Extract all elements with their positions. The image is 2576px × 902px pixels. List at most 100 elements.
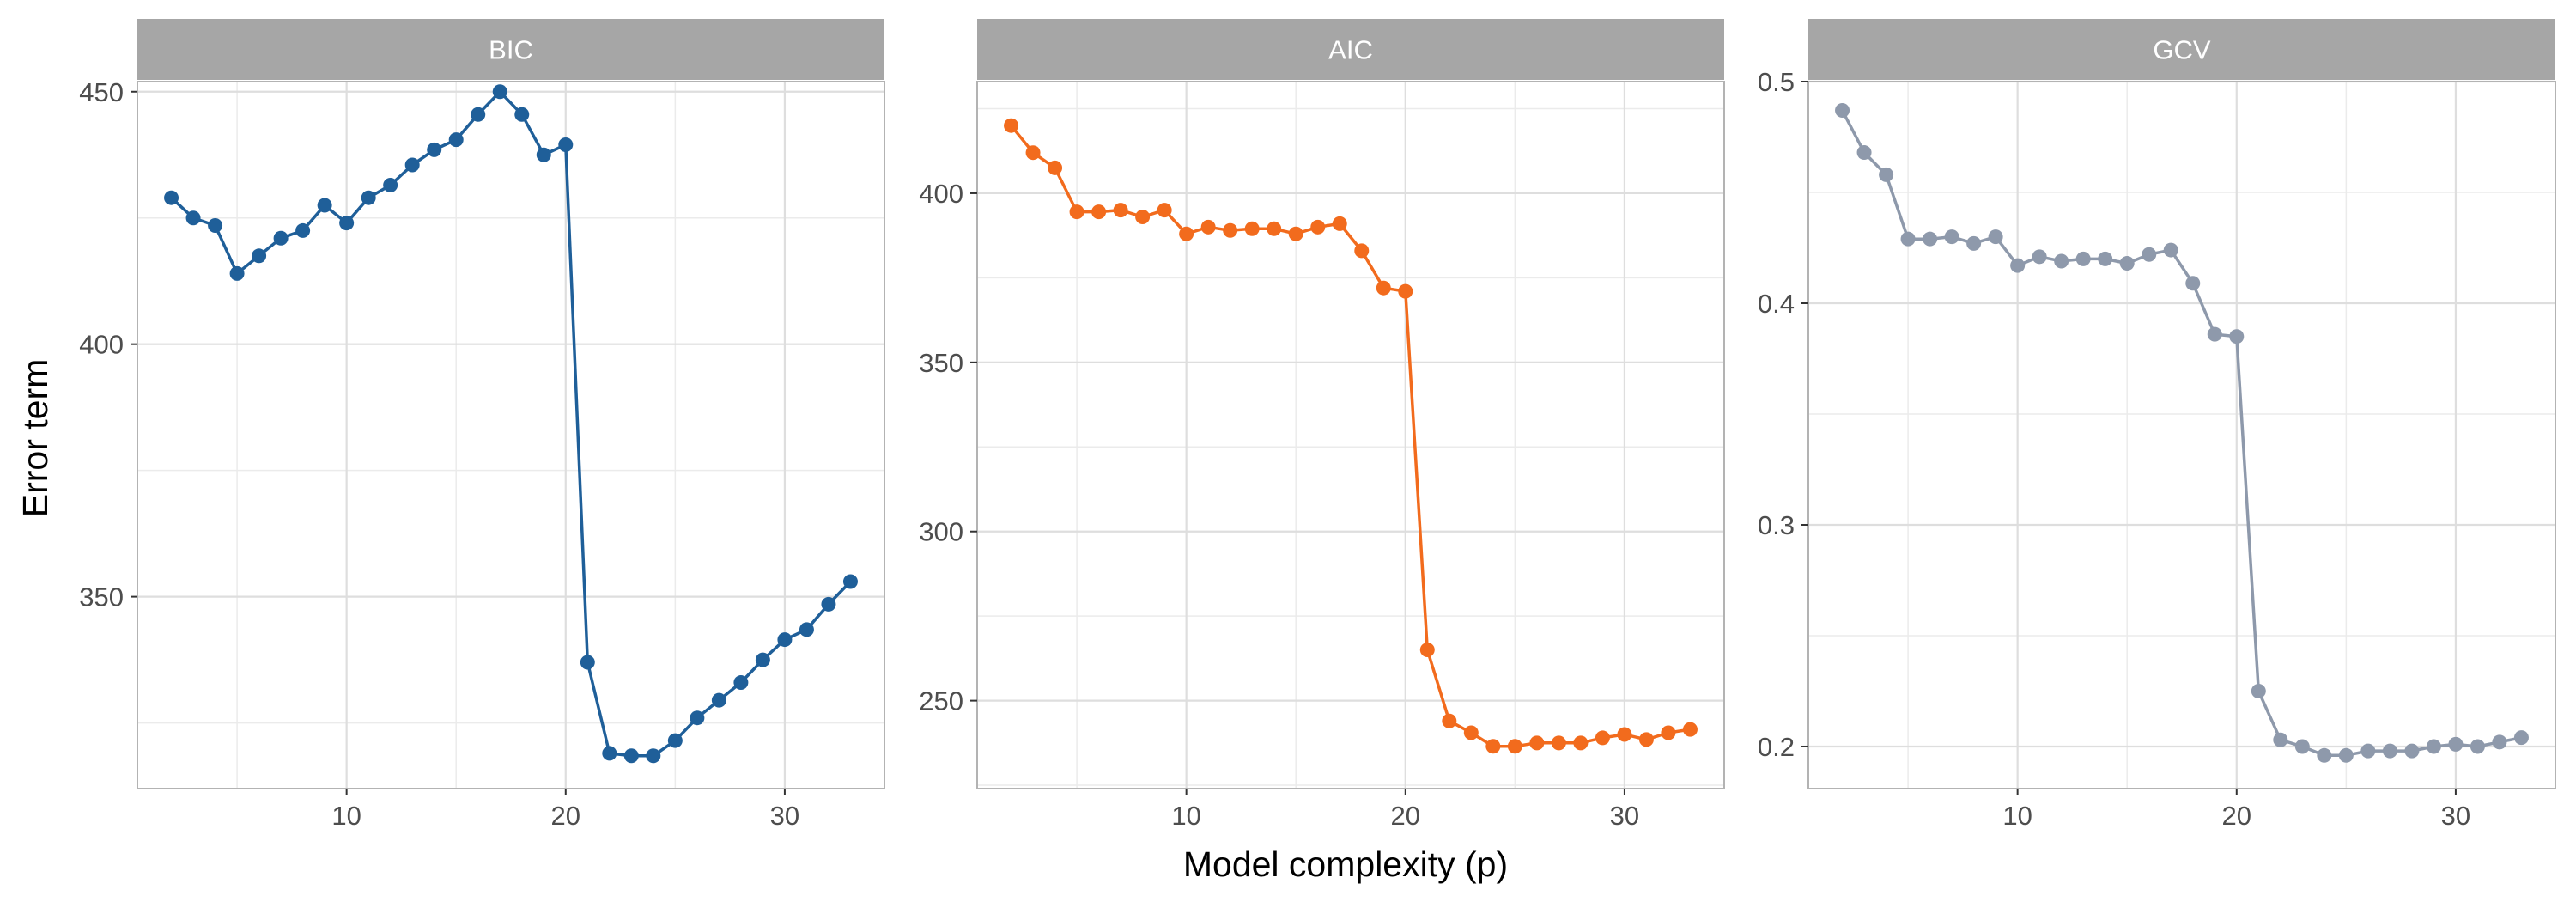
panel-border <box>137 81 885 789</box>
data-point <box>1485 739 1501 754</box>
data-point <box>1442 713 1457 728</box>
x-tick-label: 30 <box>1610 801 1639 831</box>
data-point <box>2382 743 2397 759</box>
x-tick-label: 20 <box>2222 801 2251 831</box>
data-point <box>164 190 179 205</box>
data-point <box>1048 160 1063 175</box>
data-point <box>1419 643 1435 658</box>
data-point <box>1069 204 1084 220</box>
y-tick-label: 350 <box>919 348 963 378</box>
data-point <box>2054 253 2069 269</box>
data-point <box>317 198 332 213</box>
data-point <box>427 142 442 157</box>
data-point <box>1682 722 1698 737</box>
data-point <box>2119 256 2135 271</box>
panel-background <box>1808 82 2555 789</box>
facet-strip-label: GCV <box>2153 35 2211 65</box>
data-point <box>2142 247 2157 262</box>
x-tick-label: 20 <box>551 801 580 831</box>
panel-border <box>1807 81 2556 789</box>
data-point <box>1223 222 1238 238</box>
data-point <box>1573 735 1589 751</box>
data-point <box>2032 249 2047 265</box>
data-point <box>1900 231 1916 247</box>
data-point <box>821 596 836 612</box>
data-point <box>2294 739 2310 754</box>
data-point <box>1529 735 1545 751</box>
data-point <box>602 746 617 761</box>
y-tick-label: 0.5 <box>1758 67 1795 97</box>
data-point <box>623 748 639 764</box>
y-tick-label: 400 <box>919 179 963 209</box>
data-point <box>2426 739 2441 754</box>
x-tick-label: 10 <box>2002 801 2032 831</box>
data-point <box>2163 242 2178 258</box>
panel-gcv: GCV 0.2 0.3 0.4 0.5 10 20 30 <box>1758 19 2556 831</box>
data-point <box>1310 219 1326 235</box>
data-point <box>1135 210 1151 225</box>
data-point <box>2317 747 2332 763</box>
data-point <box>1595 730 1610 746</box>
data-point <box>2338 747 2354 763</box>
data-point <box>755 652 770 667</box>
data-point <box>514 107 530 122</box>
data-point <box>185 210 201 226</box>
data-point <box>842 574 858 589</box>
data-point <box>2360 743 2376 759</box>
data-point <box>558 137 574 152</box>
y-axis-title: Error term <box>15 359 55 518</box>
data-point <box>383 178 398 193</box>
data-point <box>2075 251 2091 266</box>
data-point <box>1025 145 1041 161</box>
data-point <box>777 632 793 648</box>
data-point <box>295 222 311 238</box>
data-point <box>1157 203 1172 218</box>
panel-aic: AIC 250 300 350 400 10 20 30 <box>919 19 1725 831</box>
data-point <box>733 675 749 691</box>
facet-strip <box>137 19 884 80</box>
data-point <box>1944 229 1959 245</box>
y-tick-label: 350 <box>79 582 124 613</box>
data-point <box>2492 734 2507 750</box>
data-point <box>1376 280 1391 296</box>
data-point <box>2229 329 2245 344</box>
data-point <box>1398 283 1413 299</box>
data-point <box>2098 251 2113 266</box>
y-tick-label: 0.4 <box>1758 289 1795 319</box>
data-point <box>2513 730 2529 746</box>
panel-border <box>976 81 1725 789</box>
data-point <box>361 190 376 205</box>
y-tick-label: 400 <box>79 330 124 360</box>
data-point <box>1091 204 1107 220</box>
x-tick-label: 20 <box>1391 801 1420 831</box>
x-tick-label: 10 <box>331 801 361 831</box>
x-tick-label: 10 <box>1171 801 1200 831</box>
data-point <box>1113 203 1128 218</box>
data-point <box>339 216 355 231</box>
data-point <box>2273 732 2288 747</box>
data-point <box>252 248 267 264</box>
data-point <box>448 132 464 148</box>
data-point <box>536 147 551 162</box>
data-point <box>208 218 223 234</box>
facet-strip-label: BIC <box>489 35 533 65</box>
y-tick-label: 0.2 <box>1758 732 1795 762</box>
data-point <box>2010 258 2026 273</box>
data-point <box>711 692 726 708</box>
data-point <box>471 107 486 122</box>
data-point <box>799 622 814 637</box>
data-point <box>1551 735 1566 751</box>
data-point <box>2251 683 2266 698</box>
data-point <box>1507 739 1522 754</box>
data-point <box>1244 221 1260 236</box>
panel-bic: BIC 350 400 450 10 20 30 <box>79 19 885 831</box>
x-axis-title: Model complexity (p) <box>1183 844 1508 884</box>
data-point <box>1463 725 1479 740</box>
facet-strip <box>1808 19 2555 80</box>
data-point <box>667 733 683 748</box>
data-point <box>1661 725 1676 740</box>
data-point <box>1332 216 1347 231</box>
x-tick-label: 30 <box>2441 801 2470 831</box>
